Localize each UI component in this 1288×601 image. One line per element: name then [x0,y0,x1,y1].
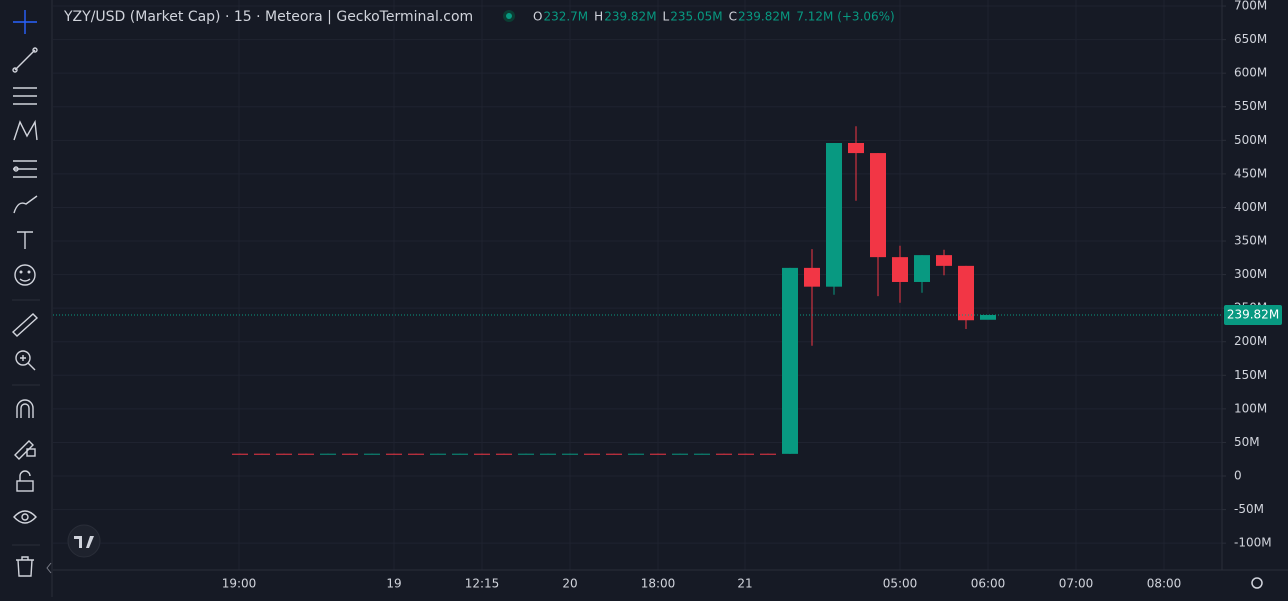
legend-key: O [533,10,542,24]
y-tick-label: 0 [1234,469,1242,483]
candle-body [298,453,314,455]
candle-body [716,453,732,455]
candle-body [496,453,512,455]
candle-body [650,453,666,455]
candle-body [474,453,490,455]
candle-body [540,453,556,455]
candle-body [760,453,776,455]
y-tick-label: 400M [1234,200,1267,214]
crosshair-tool[interactable] [13,10,37,34]
candle-body [320,453,336,455]
x-tick-label: 21 [737,577,752,591]
x-tick-label: 05:00 [883,577,918,591]
candle-body [892,257,908,282]
y-tick-label: 100M [1234,401,1267,415]
delete-tool[interactable] [16,556,34,577]
y-tick-label: -50M [1234,502,1264,516]
y-tick-label: 200M [1234,334,1267,348]
legend-key: H [594,10,603,24]
candle-body [826,143,842,287]
emoji-tool[interactable] [14,264,36,286]
y-tick-label: 600M [1234,66,1267,80]
hide-tool[interactable] [13,510,37,524]
last-price-label: 239.82M [1227,307,1279,321]
y-tick-label: -100M [1234,536,1272,550]
y-tick-label: 50M [1234,435,1260,449]
trend-line-tool[interactable] [12,47,38,73]
candle-body [276,453,292,455]
status-dot [506,13,512,19]
candle-body [430,453,446,455]
y-tick-label: 350M [1234,234,1267,248]
fib-tool[interactable] [13,87,37,105]
y-tick-label: 500M [1234,133,1267,147]
candle-body [364,453,380,455]
candle-body [782,267,798,454]
candle-body [342,453,358,455]
candle-body [738,453,754,455]
y-tick-label: 450M [1234,166,1267,180]
x-tick-label: 19:00 [222,577,257,591]
logo[interactable] [67,524,101,558]
logo-mark [74,536,94,548]
legend-value: 232.7M [543,10,588,24]
zoom-tool[interactable] [15,350,36,371]
candle-body [584,453,600,455]
x-tick-label: 08:00 [1147,577,1182,591]
stay-drawing-tool[interactable] [14,440,36,460]
candle-body [804,267,820,287]
candle-body [408,453,424,455]
last-price-box [1224,304,1282,325]
candle-body [936,255,952,266]
chart-title: YZY/USD (Market Cap) · 15 · Meteora | Ge… [63,9,473,25]
legend-value: 239.82M [738,10,790,24]
legend: YZY/USD (Market Cap) · 15 · Meteora | Ge… [63,9,515,25]
legend-key: L [663,10,670,24]
x-tick-label: 19 [386,577,401,591]
candle-body [848,143,864,154]
candle-body [232,453,248,455]
x-tick-label: 12:15 [465,577,500,591]
y-tick-label: 300M [1234,267,1267,281]
x-tick-label: 07:00 [1059,577,1094,591]
candle-body [254,453,270,455]
legend-value: 235.05M [670,10,722,24]
pattern-tool[interactable] [13,119,38,141]
x-tick-label: 06:00 [971,577,1006,591]
candle-body [980,314,996,320]
toolbar [11,0,53,597]
settings-button[interactable] [1251,577,1263,589]
candle-body [672,453,688,455]
text-tool[interactable] [17,231,33,249]
x-tick-label: 18:00 [641,577,676,591]
candle-body [518,453,534,455]
y-tick-label: 650M [1234,32,1267,46]
candle-body [694,453,710,455]
lock-tool[interactable] [16,470,34,492]
y-tick-label: 150M [1234,368,1267,382]
y-tick-label: 700M [1234,0,1267,13]
plot-area [53,0,1222,570]
collapse-toolbar[interactable] [46,562,52,574]
legend-change: 7.12M (+3.06%) [796,10,894,24]
candle-body [386,453,402,455]
candle-body [562,453,578,455]
candle-body [628,453,644,455]
brush-tool[interactable] [13,195,38,214]
ruler-tool[interactable] [11,313,39,337]
prediction-tool[interactable] [13,160,37,178]
magnet-tool[interactable] [16,399,34,418]
legend-key: C [729,10,737,24]
x-tick-label: 20 [562,577,577,591]
candle-body [958,265,974,321]
candle-body [452,453,468,455]
candle-body [606,453,622,455]
y-tick-label: 550M [1234,99,1267,113]
candle-body [914,255,930,282]
legend-value: 239.82M [604,10,656,24]
candle-body [870,153,886,258]
